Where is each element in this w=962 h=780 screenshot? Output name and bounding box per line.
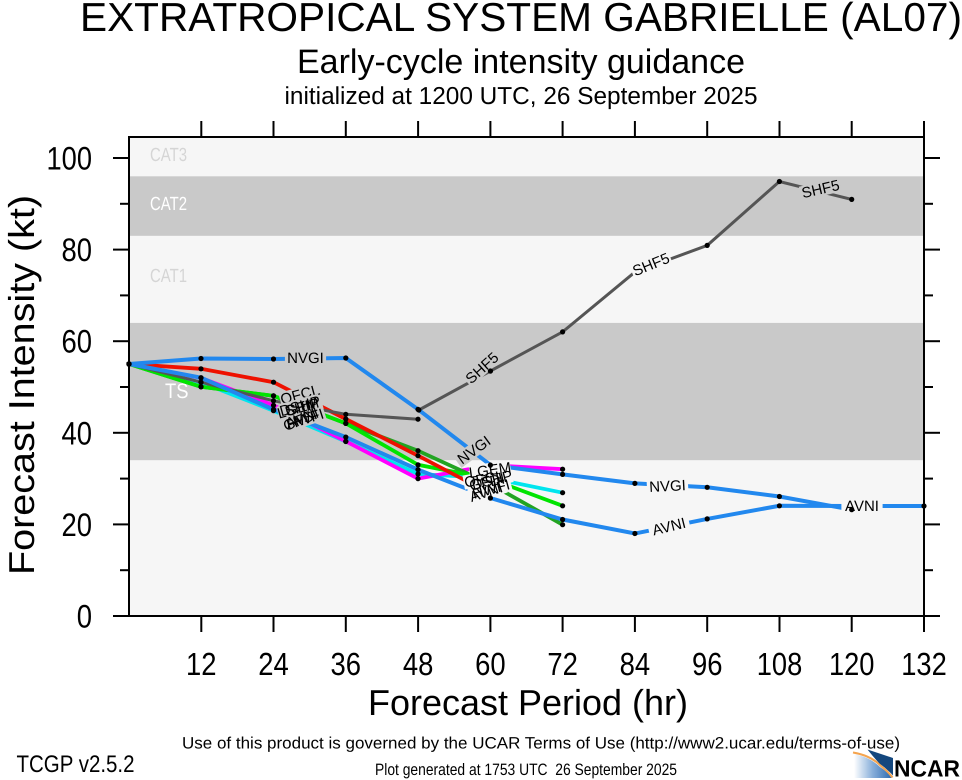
svg-text:120: 120 — [829, 646, 875, 682]
svg-text:48: 48 — [403, 646, 434, 682]
svg-text:Early-cycle intensity guidance: Early-cycle intensity guidance — [297, 43, 745, 81]
svg-text:36: 36 — [331, 646, 362, 682]
svg-text:132: 132 — [901, 646, 947, 682]
svg-text:EXTRATROPICAL SYSTEM GABRIELLE: EXTRATROPICAL SYSTEM GABRIELLE (AL07) — [80, 0, 962, 40]
svg-text:0: 0 — [77, 599, 92, 635]
svg-text:60: 60 — [475, 646, 506, 682]
svg-text:CAT3: CAT3 — [150, 145, 187, 166]
svg-text:NVGI: NVGI — [649, 477, 687, 496]
svg-text:CAT1: CAT1 — [150, 266, 187, 287]
svg-text:LGEM: LGEM — [468, 459, 512, 482]
svg-text:80: 80 — [62, 232, 93, 268]
svg-text:Forecast Intensity (kt): Forecast Intensity (kt) — [1, 195, 42, 575]
svg-text:Use of this product is governe: Use of this product is governed by the U… — [182, 735, 900, 753]
svg-text:CAT2: CAT2 — [150, 194, 187, 215]
svg-text:OFCL: OFCL — [463, 468, 505, 492]
svg-text:20: 20 — [62, 507, 93, 543]
svg-text:NCAR: NCAR — [894, 756, 960, 780]
svg-text:TCGP v2.5.2: TCGP v2.5.2 — [17, 751, 135, 778]
svg-text:96: 96 — [692, 646, 723, 682]
svg-text:24: 24 — [258, 646, 289, 682]
svg-text:AVNI: AVNI — [845, 498, 879, 515]
svg-text:108: 108 — [757, 646, 803, 682]
svg-text:100: 100 — [47, 141, 93, 177]
svg-text:12: 12 — [186, 646, 217, 682]
svg-text:60: 60 — [62, 324, 93, 360]
svg-text:72: 72 — [547, 646, 578, 682]
svg-text:NVGI: NVGI — [287, 350, 324, 367]
svg-text:TS: TS — [165, 380, 189, 403]
svg-text:initialized at 1200 UTC, 26 Se: initialized at 1200 UTC, 26 September 20… — [285, 83, 758, 110]
svg-text:84: 84 — [620, 646, 651, 682]
svg-text:Forecast Period (hr): Forecast Period (hr) — [368, 682, 688, 723]
svg-text:40: 40 — [62, 415, 93, 451]
svg-text:Plot generated at 1753 UTC 26: Plot generated at 1753 UTC 26 September … — [375, 761, 677, 779]
